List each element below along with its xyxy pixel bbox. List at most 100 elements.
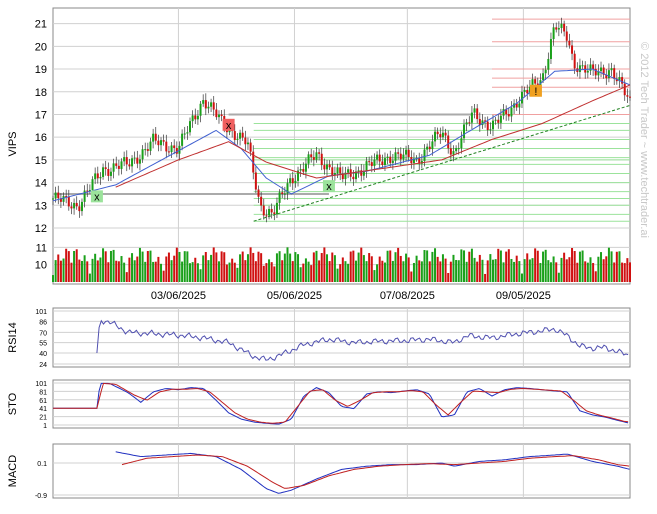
price-candle <box>486 121 489 131</box>
volume-bar <box>254 261 257 282</box>
price-candle <box>428 146 431 150</box>
volume-bar <box>465 261 468 282</box>
price-candle <box>133 157 136 159</box>
volume-bar <box>536 250 539 282</box>
price-candle <box>273 212 276 215</box>
volume-bar <box>436 256 439 282</box>
volume-bar <box>626 258 629 282</box>
volume-bar <box>281 260 284 282</box>
volume-bar <box>336 268 339 282</box>
price-candle <box>626 95 629 97</box>
volume-bar <box>228 262 231 282</box>
volume-bar <box>478 254 481 282</box>
signal-marker-alert <box>529 84 542 97</box>
price-candle <box>297 170 300 181</box>
volume-bar <box>381 260 384 282</box>
price-candle <box>470 112 473 123</box>
price-candle <box>360 170 363 176</box>
volume-bar <box>149 250 152 282</box>
volume-bar <box>57 254 60 282</box>
price-candle <box>131 158 134 167</box>
volume-bar <box>594 271 597 282</box>
macd-series-line <box>121 454 630 489</box>
volume-bar <box>378 256 381 282</box>
price-candle <box>149 141 152 151</box>
volume-bar <box>257 251 260 282</box>
price-candle <box>199 103 202 116</box>
price-panel-frame <box>52 7 631 285</box>
volume-bar <box>128 257 131 282</box>
price-candle <box>165 141 168 152</box>
volume-bar <box>178 251 181 282</box>
price-candle <box>423 149 426 161</box>
price-y-tick-label: 20 <box>35 41 47 53</box>
volume-bar <box>75 249 78 282</box>
volume-bar <box>162 270 165 282</box>
price-candle <box>560 23 563 29</box>
price-candle <box>333 173 336 176</box>
volume-bar <box>539 262 542 282</box>
volume-bar <box>557 272 560 282</box>
price-candle <box>202 100 205 104</box>
volume-bar <box>449 261 452 282</box>
volume-bar <box>123 262 126 282</box>
price-candle <box>244 137 247 145</box>
volume-y-tick-label: 10 <box>35 260 47 272</box>
volume-bar <box>260 253 263 282</box>
volume-bar <box>67 251 70 282</box>
price-candle <box>320 153 323 166</box>
volume-bar <box>170 260 173 282</box>
volume-bar <box>410 271 413 282</box>
volume-bar <box>383 262 386 282</box>
volume-bar <box>618 251 621 282</box>
price-candle <box>167 151 170 153</box>
volume-bar <box>210 254 213 282</box>
price-candle <box>120 161 123 169</box>
price-candle <box>257 189 260 197</box>
price-candle <box>65 195 68 197</box>
volume-bar <box>283 253 286 282</box>
price-candle <box>67 196 70 207</box>
volume-bar <box>297 254 300 282</box>
volume-bar <box>133 260 136 282</box>
volume-bar <box>249 247 252 282</box>
rsi-y-tick-label: 24 <box>39 362 47 369</box>
volume-bar <box>613 262 616 282</box>
volume-bar <box>339 264 342 282</box>
rsi-series-line <box>96 319 629 361</box>
volume-bar <box>389 250 392 282</box>
signal-marker-buy <box>322 180 335 193</box>
volume-bar <box>278 251 281 282</box>
volume-bar <box>299 267 302 282</box>
volume-bar <box>497 248 500 282</box>
volume-bar <box>328 261 331 282</box>
price-candle <box>268 208 271 216</box>
volume-bar <box>560 257 563 282</box>
price-candle <box>381 161 384 166</box>
signal-marker-label: ! <box>534 86 537 98</box>
price-candle <box>207 106 210 109</box>
price-candle <box>383 158 386 166</box>
volume-bar <box>357 252 360 282</box>
macd-y-tick-label: -0.9 <box>35 493 47 500</box>
price-candle <box>186 132 189 134</box>
volume-bar <box>592 262 595 282</box>
price-candle <box>491 120 494 130</box>
price-candle <box>618 77 621 82</box>
volume-bar <box>491 259 494 282</box>
volume-bar <box>88 273 91 282</box>
volume-bar <box>629 262 631 282</box>
volume-bar <box>623 263 626 282</box>
volume-bar <box>236 267 239 282</box>
price-candle <box>302 169 305 172</box>
price-candle <box>378 154 381 162</box>
price-candle <box>452 151 455 155</box>
volume-bar <box>275 253 278 282</box>
volume-bar <box>565 259 568 282</box>
volume-bar <box>204 252 207 282</box>
price-candle <box>254 172 257 190</box>
volume-bar <box>233 262 236 282</box>
volume-bar <box>352 250 355 282</box>
volume-bar <box>157 256 160 282</box>
